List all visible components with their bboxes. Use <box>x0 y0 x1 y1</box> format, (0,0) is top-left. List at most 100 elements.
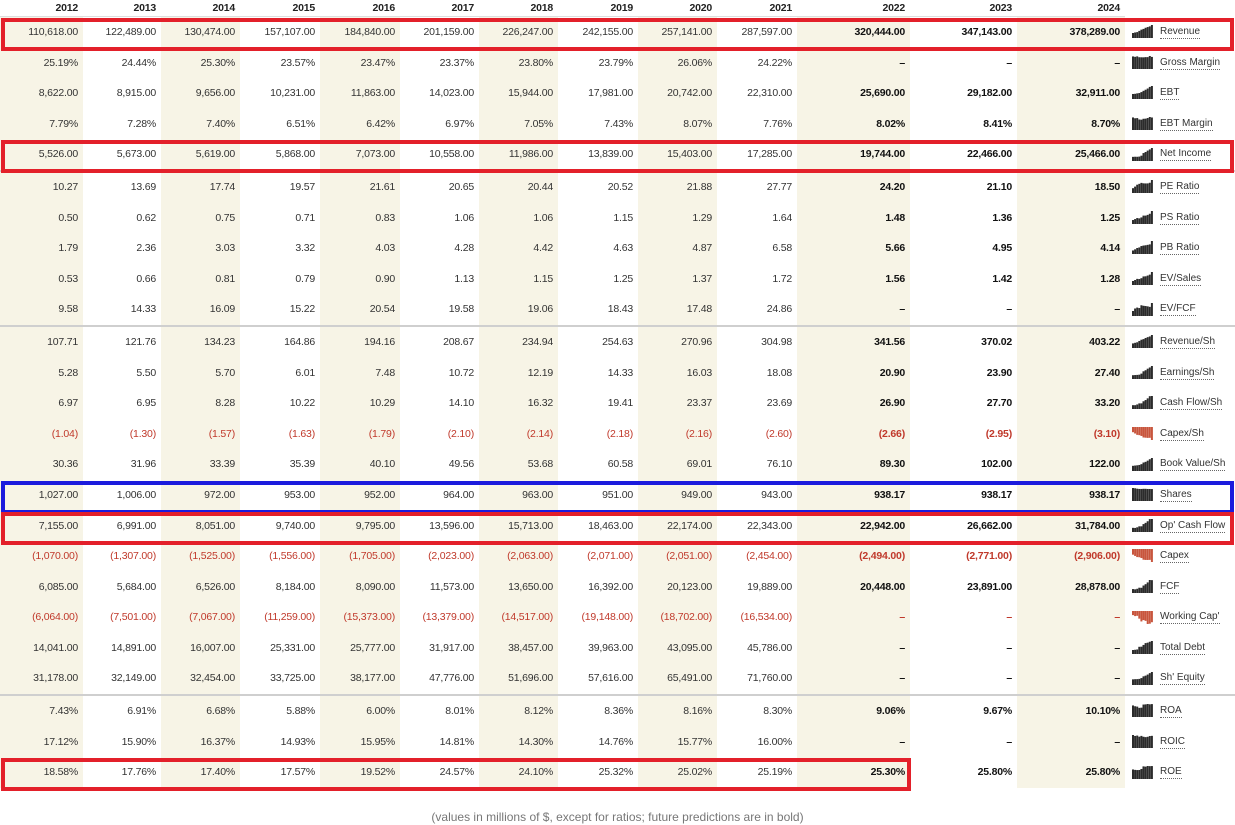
row-label[interactable]: FCF <box>1125 572 1235 603</box>
row-label-text[interactable]: EV/Sales <box>1160 272 1202 286</box>
row-total-debt: 14,041.00 14,891.00 16,007.00 25,331.00 25,7… <box>0 632 1235 664</box>
row-label[interactable]: PB Ratio <box>1125 233 1235 264</box>
row-label-text[interactable]: Capex/Sh <box>1160 427 1204 441</box>
row-label[interactable]: Working Cap' <box>1125 602 1235 633</box>
value-cell: 18.43 <box>607 303 633 316</box>
value-cell: 23.69 <box>766 397 792 410</box>
row-label[interactable]: Op' Cash Flow <box>1125 511 1235 542</box>
row-roa: 7.43% 6.91% 6.68% 5.88% 6.00% 8.01% 8.12% 8.36%… <box>0 694 1235 727</box>
row-label-text[interactable]: PB Ratio <box>1160 242 1200 256</box>
row-label[interactable]: EV/Sales <box>1125 264 1235 295</box>
row-label[interactable]: ROIC <box>1125 727 1235 758</box>
year-header: 2023 <box>910 0 1017 17</box>
row-label[interactable]: ROE <box>1125 757 1235 788</box>
year-header: 2016 <box>320 0 400 17</box>
row-label-text[interactable]: EBT <box>1160 87 1180 101</box>
sparkline-icon <box>1132 457 1153 471</box>
row-label-text[interactable]: PS Ratio <box>1160 211 1200 225</box>
value-cell: 1,027.00 <box>0 479 83 511</box>
row-label-text[interactable]: FCF <box>1160 580 1180 594</box>
row-label-text[interactable]: Sh' Equity <box>1160 672 1205 686</box>
value-cell: 949.00 <box>638 479 717 511</box>
value-cell: 953.00 <box>284 488 315 501</box>
value-cell: 23.37% <box>439 56 475 69</box>
row-label[interactable]: Revenue/Sh <box>1125 327 1235 358</box>
sparkline-icon <box>1132 25 1153 39</box>
row-label[interactable]: Capex <box>1125 541 1235 572</box>
row-label-text[interactable]: Earnings/Sh <box>1160 366 1215 380</box>
row-pb-ratio: 1.79 2.36 3.03 3.32 4.03 4.28 4.42 4.63 4.87 6.58… <box>0 233 1235 264</box>
value-cell: (16,534.00) <box>740 611 792 624</box>
value-cell: 0.83 <box>320 202 400 234</box>
row-label[interactable]: EV/FCF <box>1125 294 1235 325</box>
row-label-text[interactable]: Op' Cash Flow <box>1160 519 1226 533</box>
value-cell: – <box>1006 672 1012 685</box>
value-cell: (2,494.00) <box>797 541 910 572</box>
row-label-text[interactable]: Book Value/Sh <box>1160 458 1226 472</box>
row-label[interactable]: Cash Flow/Sh <box>1125 388 1235 419</box>
row-label-text[interactable]: PE Ratio <box>1160 180 1200 194</box>
value-cell: 14.33 <box>607 366 633 379</box>
row-label[interactable]: EBT <box>1125 78 1235 109</box>
row-label[interactable]: Net Income <box>1125 139 1235 170</box>
value-cell: 8.36% <box>604 705 633 718</box>
row-label[interactable]: Gross Margin <box>1125 48 1235 79</box>
row-label-text[interactable]: ROA <box>1160 705 1182 719</box>
row-label-text[interactable]: ROE <box>1160 766 1182 780</box>
value-cell: 7.05% <box>479 108 558 140</box>
row-label-text[interactable]: Shares <box>1160 488 1192 502</box>
value-cell: 9,656.00 <box>161 78 240 109</box>
row-roe: 18.58% 17.76% 17.40% 17.57% 19.52% 24.57% 24.1… <box>0 757 1235 788</box>
value-cell: 5,673.00 <box>116 148 156 161</box>
value-cell: 4.28 <box>454 242 474 255</box>
value-cell: 4.14 <box>1017 233 1125 264</box>
row-label[interactable]: Revenue <box>1125 17 1235 48</box>
row-label[interactable]: Earnings/Sh <box>1125 358 1235 389</box>
value-cell: 32,454.00 <box>161 663 240 695</box>
row-net-income: 5,526.00 5,673.00 5,619.00 5,868.00 7,073.00… <box>0 139 1235 170</box>
row-label-text[interactable]: ROIC <box>1160 735 1185 749</box>
value-cell: 18.08 <box>766 366 792 379</box>
value-cell: 60.58 <box>607 458 633 471</box>
value-cell: 403.22 <box>1017 326 1125 358</box>
row-label-text[interactable]: Revenue <box>1160 26 1201 39</box>
value-cell: 22,310.00 <box>747 87 792 100</box>
year-header: 2014 <box>161 0 240 17</box>
value-cell: 5,868.00 <box>275 148 315 161</box>
value-cell: 8.30% <box>763 705 792 718</box>
value-cell: 6.68% <box>161 696 240 727</box>
row-label-text[interactable]: EBT Margin <box>1160 117 1213 131</box>
value-cell: 938.17 <box>981 488 1012 501</box>
sparkline-icon <box>1132 704 1153 718</box>
value-cell: 122,489.00 <box>105 26 156 38</box>
row-label[interactable]: PE Ratio <box>1125 172 1235 203</box>
row-label-text[interactable]: Cash Flow/Sh <box>1160 397 1223 411</box>
value-cell: 23.90 <box>986 366 1012 379</box>
row-label-text[interactable]: Capex <box>1160 550 1189 564</box>
value-cell: (1.57) <box>161 418 240 450</box>
row-label[interactable]: Sh' Equity <box>1125 663 1235 694</box>
value-cell: 15.90% <box>121 735 157 748</box>
row-label-text[interactable]: Total Debt <box>1160 641 1206 655</box>
row-label-text[interactable]: Revenue/Sh <box>1160 335 1216 349</box>
value-cell: 963.00 <box>479 479 558 511</box>
row-label-text[interactable]: Net Income <box>1160 148 1212 162</box>
row-label-text[interactable]: Gross Margin <box>1160 56 1221 70</box>
row-label[interactable]: Shares <box>1125 480 1235 511</box>
row-label[interactable]: Capex/Sh <box>1125 419 1235 450</box>
value-cell: 25.80% <box>1017 757 1125 788</box>
sparkline-icon <box>1132 641 1153 655</box>
value-cell: 157,107.00 <box>264 26 315 38</box>
value-cell: 17.40% <box>161 757 240 788</box>
row-label[interactable]: PS Ratio <box>1125 203 1235 234</box>
row-label-text[interactable]: EV/FCF <box>1160 303 1196 317</box>
row-label[interactable]: ROA <box>1125 696 1235 727</box>
value-cell: – <box>797 632 910 664</box>
row-label[interactable]: EBT Margin <box>1125 109 1235 140</box>
row-label[interactable]: Book Value/Sh <box>1125 449 1235 480</box>
value-cell: 57,616.00 <box>588 672 633 685</box>
row-label[interactable]: Total Debt <box>1125 633 1235 664</box>
row-label-text[interactable]: Working Cap' <box>1160 611 1220 625</box>
year-header: 2022 <box>797 0 910 17</box>
value-cell: 10.10% <box>1017 696 1125 727</box>
